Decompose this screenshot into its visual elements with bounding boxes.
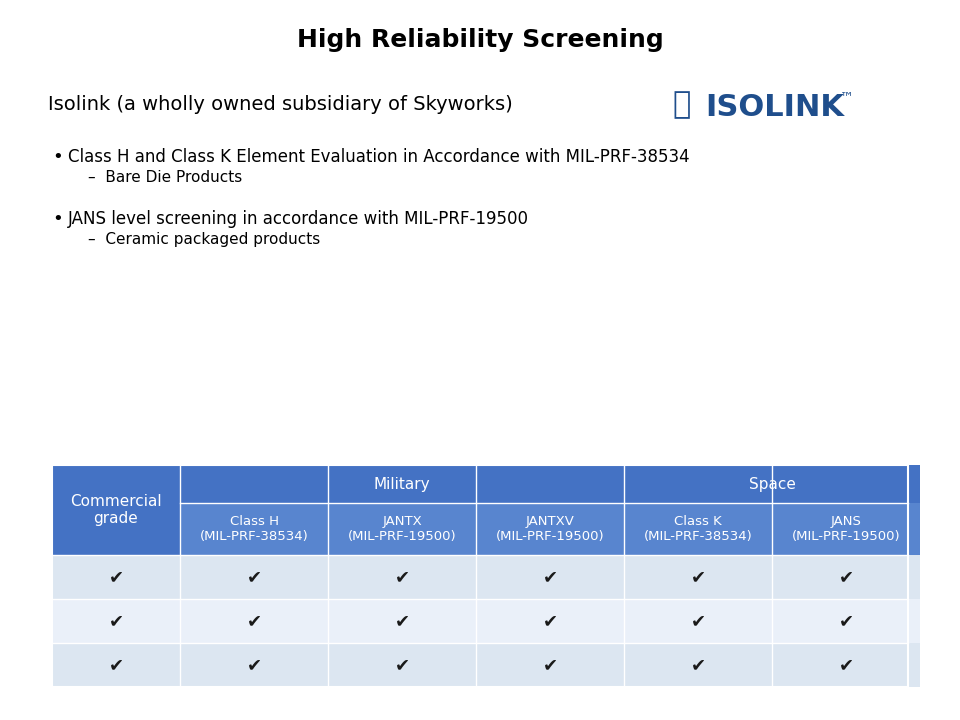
Text: ✔: ✔ [395, 656, 410, 674]
Text: ISOLINK: ISOLINK [705, 93, 844, 122]
Bar [476, 599, 624, 643]
Text: ✔: ✔ [247, 656, 261, 674]
Bar [52, 555, 180, 599]
Bar [772, 643, 920, 687]
Text: ✔: ✔ [542, 568, 558, 586]
Text: Class H
(MIL-PRF-38534): Class H (MIL-PRF-38534) [200, 515, 308, 543]
Text: ✔: ✔ [395, 568, 410, 586]
Text: ™: ™ [840, 90, 853, 104]
Bar [180, 503, 328, 555]
Text: •: • [52, 148, 62, 166]
Text: ✔: ✔ [108, 612, 124, 630]
Text: Isolink (a wholly owned subsidiary of Skyworks): Isolink (a wholly owned subsidiary of Sk… [48, 95, 513, 114]
Bar [476, 503, 624, 555]
Bar [328, 643, 476, 687]
Text: Class K
(MIL-PRF-38534): Class K (MIL-PRF-38534) [643, 515, 753, 543]
Text: ✔: ✔ [690, 568, 706, 586]
Bar [476, 643, 624, 687]
Text: ✔: ✔ [395, 612, 410, 630]
Text: ⧉: ⧉ [672, 90, 690, 119]
Text: ✔: ✔ [247, 612, 261, 630]
Bar [328, 599, 476, 643]
Bar [52, 599, 180, 643]
Text: ✔: ✔ [542, 612, 558, 630]
Text: Space: Space [749, 477, 796, 492]
Bar [180, 555, 328, 599]
Text: JANTX
(MIL-PRF-19500): JANTX (MIL-PRF-19500) [348, 515, 456, 543]
Text: ✔: ✔ [690, 612, 706, 630]
Bar [180, 599, 328, 643]
Bar [624, 503, 772, 555]
Bar [772, 599, 920, 643]
Text: ✔: ✔ [108, 568, 124, 586]
Bar [180, 465, 624, 503]
Text: –  Ceramic packaged products: – Ceramic packaged products [88, 232, 321, 247]
Text: –  Bare Die Products: – Bare Die Products [88, 170, 242, 185]
Bar [180, 643, 328, 687]
Text: Commercial
grade: Commercial grade [70, 494, 162, 526]
Bar [52, 465, 180, 555]
Text: JANS level screening in accordance with MIL-PRF-19500: JANS level screening in accordance with … [68, 210, 529, 228]
Bar [624, 643, 772, 687]
Bar [772, 503, 920, 555]
Text: ✔: ✔ [838, 656, 853, 674]
Bar [476, 555, 624, 599]
Text: Military: Military [373, 477, 430, 492]
Text: ✔: ✔ [838, 612, 853, 630]
Bar [624, 599, 772, 643]
Text: ✔: ✔ [690, 656, 706, 674]
Text: Class H and Class K Element Evaluation in Accordance with MIL-PRF-38534: Class H and Class K Element Evaluation i… [68, 148, 689, 166]
Text: ✔: ✔ [108, 656, 124, 674]
Bar [328, 555, 476, 599]
Bar [328, 503, 476, 555]
Text: High Reliability Screening: High Reliability Screening [297, 28, 663, 52]
Text: ✔: ✔ [838, 568, 853, 586]
Text: JANS
(MIL-PRF-19500): JANS (MIL-PRF-19500) [792, 515, 900, 543]
Bar [624, 465, 920, 503]
Text: ✔: ✔ [247, 568, 261, 586]
Text: JANTXV
(MIL-PRF-19500): JANTXV (MIL-PRF-19500) [495, 515, 604, 543]
Bar [624, 555, 772, 599]
Text: •: • [52, 210, 62, 228]
Bar [772, 555, 920, 599]
Bar [52, 643, 180, 687]
Text: ✔: ✔ [542, 656, 558, 674]
